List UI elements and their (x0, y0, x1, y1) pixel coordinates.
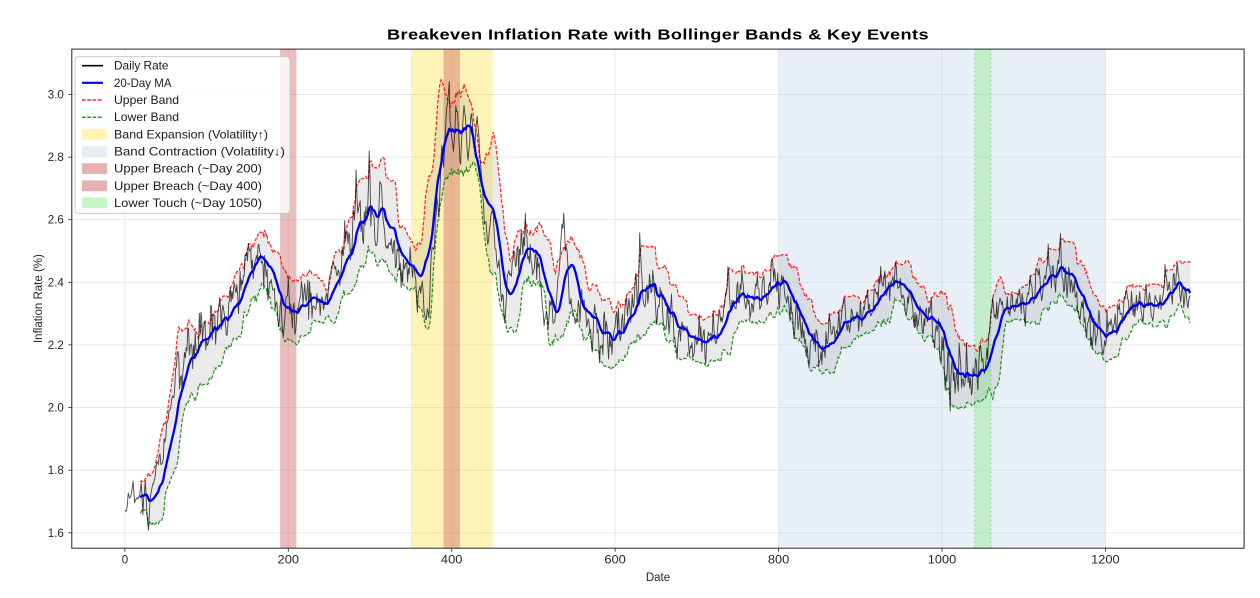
svg-text:Upper Breach (~Day 200): Upper Breach (~Day 200) (114, 162, 262, 176)
svg-text:800: 800 (768, 555, 790, 567)
svg-text:1.6: 1.6 (48, 528, 64, 540)
svg-text:200: 200 (278, 555, 300, 567)
svg-text:1200: 1200 (1091, 555, 1120, 567)
svg-text:Date: Date (646, 572, 670, 584)
svg-text:2.8: 2.8 (48, 152, 64, 164)
svg-text:0: 0 (122, 555, 128, 567)
svg-text:Upper Breach (~Day 400): Upper Breach (~Day 400) (114, 179, 262, 193)
svg-text:Breakeven Inflation Rate with: Breakeven Inflation Rate with Bollinger … (387, 28, 929, 44)
svg-text:20-Day MA: 20-Day MA (114, 76, 172, 90)
svg-text:Daily Rate: Daily Rate (114, 59, 169, 73)
svg-text:600: 600 (604, 555, 626, 567)
svg-text:Band Contraction (Volatility↓): Band Contraction (Volatility↓) (114, 145, 285, 159)
svg-text:2.2: 2.2 (48, 340, 64, 352)
svg-text:Lower Band: Lower Band (114, 110, 179, 124)
svg-text:400: 400 (441, 555, 463, 567)
svg-text:2.0: 2.0 (48, 403, 64, 415)
svg-text:Upper Band: Upper Band (114, 93, 179, 107)
svg-text:2.6: 2.6 (48, 215, 64, 227)
svg-text:Band Expansion (Volatility↑): Band Expansion (Volatility↑) (114, 127, 268, 141)
svg-text:2.4: 2.4 (48, 277, 65, 289)
svg-text:Lower Touch (~Day 1050): Lower Touch (~Day 1050) (114, 196, 262, 210)
svg-text:1000: 1000 (928, 555, 957, 567)
svg-text:3.0: 3.0 (48, 90, 64, 102)
svg-text:1.8: 1.8 (48, 465, 64, 477)
svg-text:Inflation Rate (%): Inflation Rate (%) (33, 254, 45, 343)
